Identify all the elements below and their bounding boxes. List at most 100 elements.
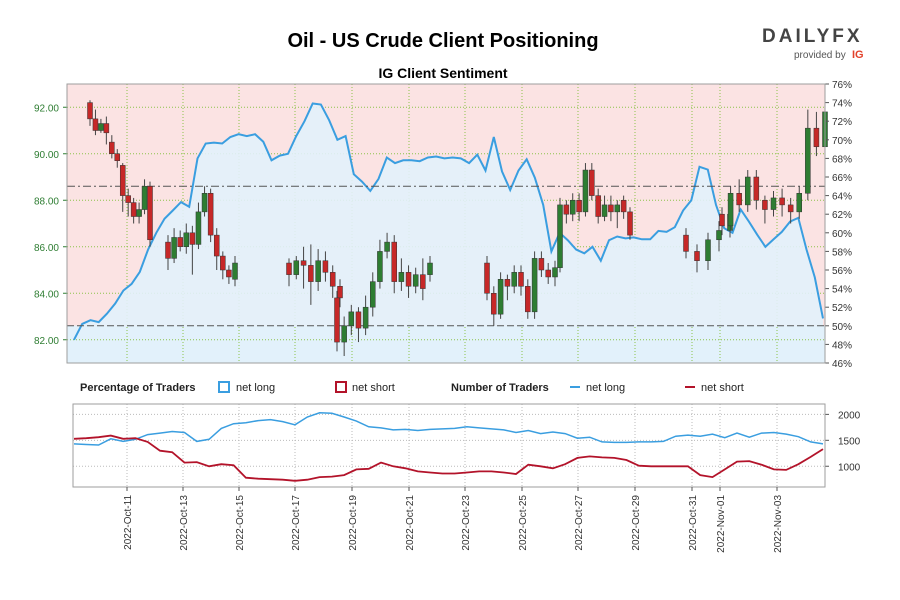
price-axis-left: 82.00 84.00 86.00 88.00 90.00 92.00 — [34, 103, 67, 347]
candle-body — [497, 279, 504, 315]
price-tick-label: 82.00 — [34, 336, 59, 347]
sentiment-tick-label: 62% — [832, 210, 852, 221]
traders-panel: 2000 1500 1000 — [72, 403, 861, 488]
candle-body — [745, 176, 751, 206]
sentiment-tick-label: 74% — [832, 99, 852, 110]
candle-body — [165, 241, 171, 259]
candle-body — [377, 251, 383, 282]
sentiment-tick-label: 68% — [832, 154, 852, 165]
sentiment-tick-label: 48% — [832, 340, 852, 351]
candle-body — [147, 186, 153, 241]
chart-subtitle: IG Client Sentiment — [378, 65, 507, 81]
candle-body — [538, 258, 545, 271]
candle-body — [719, 213, 725, 227]
candle-body — [518, 272, 524, 287]
candle-body — [787, 204, 794, 213]
date-tick-label: 2022-Oct-17 — [291, 495, 302, 551]
candle-body — [171, 237, 177, 259]
candle-body — [582, 169, 589, 213]
candle-body — [620, 200, 627, 213]
candle-body — [770, 197, 777, 210]
candle-body — [511, 272, 517, 287]
candle-body — [98, 123, 104, 131]
candle-body — [796, 193, 802, 213]
candle-body — [614, 204, 621, 213]
sentiment-tick-label: 72% — [832, 117, 852, 128]
candle-body — [545, 269, 551, 278]
candle-body — [779, 197, 785, 206]
candle-body — [348, 311, 355, 327]
candle-body — [226, 269, 232, 278]
candle-body — [627, 211, 633, 236]
date-tick-label: 2022-Oct-31 — [688, 495, 699, 551]
candle-body — [727, 193, 734, 227]
candle-body — [213, 234, 220, 257]
sentiment-tick-label: 52% — [832, 303, 852, 314]
legend: Percentage of Traders net long net short… — [80, 381, 744, 394]
candle-body — [753, 176, 760, 201]
sentiment-tick-label: 60% — [832, 229, 852, 240]
candle-body — [183, 232, 190, 248]
traders-net-short-line — [73, 434, 824, 482]
candle-body — [427, 262, 433, 275]
candle-body — [504, 279, 511, 287]
price-tick-label: 84.00 — [34, 289, 59, 300]
traders-axis-right: 2000 1500 1000 — [825, 410, 861, 473]
price-panel: 82.00 84.00 86.00 88.00 90.00 92.00 46% 48% 50%… — [34, 80, 852, 370]
sentiment-tick-label: 56% — [832, 266, 852, 277]
date-tick-label: 2022-Oct-21 — [405, 495, 416, 551]
sentiment-axis-right: 46% 48% 50% 52% 54% 56% 58% 60% 62% 64% 66% 68% 70% 7… — [825, 80, 852, 370]
candle-body — [201, 193, 208, 213]
candle-body — [119, 165, 126, 196]
candle-body — [762, 200, 768, 210]
candle-body — [308, 265, 314, 282]
candle-body — [683, 234, 689, 252]
candle-body — [87, 102, 93, 120]
candle-body — [405, 272, 412, 287]
date-tick-label: 2022-Oct-19 — [348, 495, 359, 551]
legend-num-short-label: net short — [701, 382, 744, 394]
legend-pct-short-label: net short — [352, 382, 395, 394]
sentiment-fill-area — [74, 103, 823, 340]
candle-body — [552, 267, 558, 278]
candle-body — [569, 200, 576, 215]
price-panel-border — [66, 83, 826, 364]
candle-body — [109, 141, 115, 154]
chart-title: Oil - US Crude Client Positioning — [287, 30, 598, 52]
candle-body — [207, 193, 214, 236]
traders-tick-label: 2000 — [838, 410, 861, 421]
traders-tick-label: 1000 — [838, 462, 861, 473]
candle-body — [232, 262, 238, 280]
candle-body — [125, 195, 131, 203]
price-tick-label: 86.00 — [34, 243, 59, 254]
candle-body — [329, 272, 336, 287]
candle-body — [601, 204, 608, 217]
sentiment-tick-label: 64% — [832, 192, 852, 203]
logo-ig-text: IG — [852, 49, 864, 61]
sentiment-tick-label: 66% — [832, 173, 852, 184]
candle-body — [370, 281, 376, 308]
candle-body — [136, 209, 142, 217]
candle-body — [300, 260, 307, 266]
candle-body — [355, 311, 362, 329]
candle-body — [531, 258, 538, 313]
candle-body — [220, 255, 226, 271]
traders-gridlines — [73, 404, 825, 487]
candle-body — [315, 260, 321, 282]
traders-tick-label: 1500 — [838, 436, 861, 447]
candle-body — [412, 274, 419, 287]
price-tick-label: 88.00 — [34, 196, 59, 207]
date-tick-label: 2022-Oct-11 — [123, 495, 134, 550]
candle-body — [736, 193, 742, 206]
legend-long-box-icon — [218, 381, 230, 393]
sentiment-tick-label: 76% — [832, 80, 852, 91]
candle-body — [391, 241, 397, 282]
logo-provided-text: provided by — [794, 50, 846, 61]
sentiment-net-long-line — [73, 102, 824, 341]
candle-body — [589, 169, 595, 196]
candle-body — [813, 127, 820, 148]
candle-body — [608, 204, 614, 213]
logo-brand-text: DAILYFX — [762, 26, 863, 47]
candle-body — [195, 211, 202, 245]
candle-body — [398, 272, 405, 282]
